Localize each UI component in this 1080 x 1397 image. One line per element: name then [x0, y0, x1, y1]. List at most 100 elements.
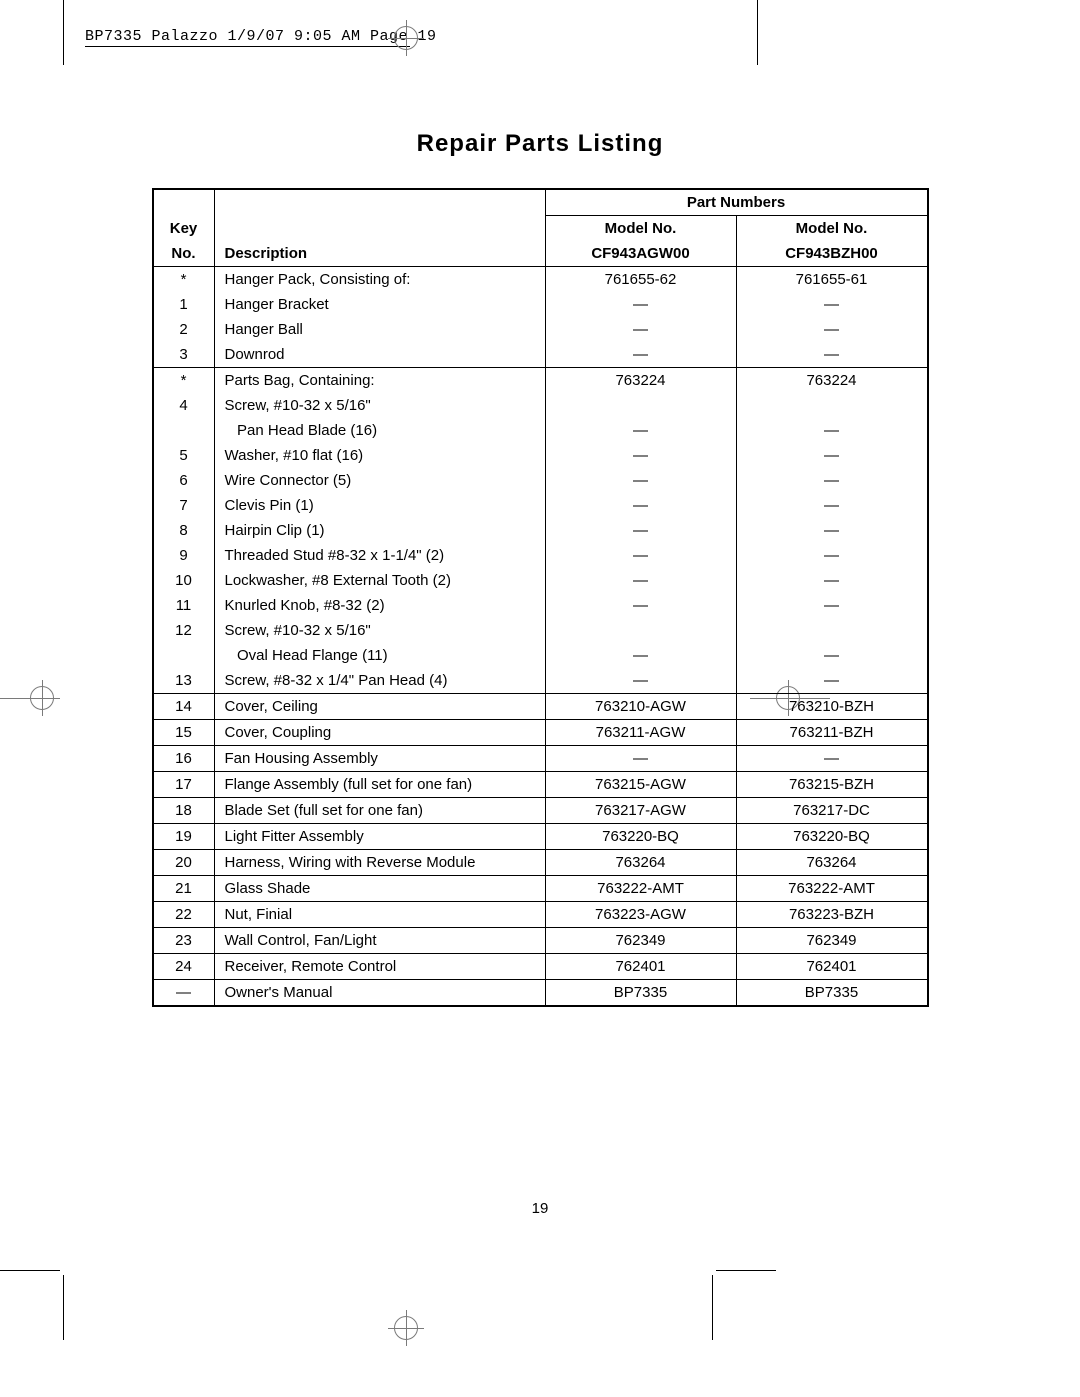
- table-row: 2Hanger Ball——: [153, 317, 928, 342]
- cell-part2: —: [736, 493, 928, 518]
- table-row: 8Hairpin Clip (1)——: [153, 518, 928, 543]
- cell-part1: —: [545, 746, 736, 772]
- parts-table: Part Numbers Key Model No. Model No. No.: [152, 188, 929, 1007]
- cell-key: 14: [153, 694, 215, 720]
- cell-key: 1: [153, 292, 215, 317]
- cell-description: Light Fitter Assembly: [214, 824, 545, 850]
- cell-part2: [736, 618, 928, 643]
- cell-part2: 761655-61: [736, 267, 928, 293]
- table-row: *Hanger Pack, Consisting of:761655-62761…: [153, 267, 928, 293]
- cell-description: Hanger Pack, Consisting of:: [214, 267, 545, 293]
- page-content: Repair Parts Listing Part Numbers Key Mo…: [0, 130, 1080, 1007]
- cell-part2: —: [736, 643, 928, 668]
- cell-part2: —: [736, 317, 928, 342]
- table-row: 20Harness, Wiring with Reverse Module763…: [153, 850, 928, 876]
- header-desc: Description: [225, 245, 308, 262]
- cell-key: 10: [153, 568, 215, 593]
- cell-part1: BP7335: [545, 980, 736, 1007]
- cell-part2: 763217-DC: [736, 798, 928, 824]
- cell-part1: —: [545, 468, 736, 493]
- cell-part2: 763210-BZH: [736, 694, 928, 720]
- print-header: BP7335 Palazzo 1/9/07 9:05 AM Page 19: [85, 28, 437, 45]
- table-row: 9Threaded Stud #8-32 x 1-1/4" (2)——: [153, 543, 928, 568]
- cell-part1: —: [545, 493, 736, 518]
- table-row: 14Cover, Ceiling763210-AGW763210-BZH: [153, 694, 928, 720]
- table-body: *Hanger Pack, Consisting of:761655-62761…: [153, 267, 928, 1007]
- cell-part2: 762401: [736, 954, 928, 980]
- cell-key: 11: [153, 593, 215, 618]
- cell-key: 5: [153, 443, 215, 468]
- table-row: Pan Head Blade (16)——: [153, 418, 928, 443]
- table-row: 21Glass Shade763222-AMT763222-AMT: [153, 876, 928, 902]
- cell-part2: 763264: [736, 850, 928, 876]
- cell-key: [153, 643, 215, 668]
- cell-part1: —: [545, 593, 736, 618]
- cell-part1: —: [545, 292, 736, 317]
- cell-part2: —: [736, 668, 928, 694]
- cell-part2: —: [736, 292, 928, 317]
- cell-part2: BP7335: [736, 980, 928, 1007]
- cell-description: Downrod: [214, 342, 545, 368]
- crop-mark: [0, 1270, 60, 1271]
- crop-mark: [716, 1270, 776, 1271]
- cell-description: Screw, #8-32 x 1/4" Pan Head (4): [214, 668, 545, 694]
- cell-part1: —: [545, 443, 736, 468]
- table-row: Oval Head Flange (11)——: [153, 643, 928, 668]
- cell-part2: 763220-BQ: [736, 824, 928, 850]
- cell-key: —: [153, 980, 215, 1007]
- cell-part1: 763211-AGW: [545, 720, 736, 746]
- cell-description: Nut, Finial: [214, 902, 545, 928]
- cell-part1: [545, 618, 736, 643]
- cell-description: Hanger Bracket: [214, 292, 545, 317]
- cell-key: 15: [153, 720, 215, 746]
- cell-part2: 763215-BZH: [736, 772, 928, 798]
- table-row: 5Washer, #10 flat (16)——: [153, 443, 928, 468]
- table-row: 13Screw, #8-32 x 1/4" Pan Head (4)——: [153, 668, 928, 694]
- cell-description: Cover, Coupling: [214, 720, 545, 746]
- cell-key: 17: [153, 772, 215, 798]
- cell-part2: 763224: [736, 368, 928, 394]
- cell-key: 12: [153, 618, 215, 643]
- cell-part1: 763217-AGW: [545, 798, 736, 824]
- crop-mark: [63, 0, 64, 65]
- cell-part1: 761655-62: [545, 267, 736, 293]
- table-row: 7Clevis Pin (1)——: [153, 493, 928, 518]
- cell-key: 3: [153, 342, 215, 368]
- cell-key: 23: [153, 928, 215, 954]
- cell-part1: 762401: [545, 954, 736, 980]
- cell-key: 16: [153, 746, 215, 772]
- table-row: 18Blade Set (full set for one fan)763217…: [153, 798, 928, 824]
- cell-key: 18: [153, 798, 215, 824]
- cell-description: Threaded Stud #8-32 x 1-1/4" (2): [214, 543, 545, 568]
- cell-key: 24: [153, 954, 215, 980]
- cell-key: 7: [153, 493, 215, 518]
- crop-mark: [388, 38, 424, 39]
- header-model1-line1: Model No.: [605, 220, 677, 237]
- table-row: 23Wall Control, Fan/Light762349762349: [153, 928, 928, 954]
- cell-part1: —: [545, 643, 736, 668]
- table-row: *Parts Bag, Containing:763224763224: [153, 368, 928, 394]
- crop-mark: [406, 1310, 407, 1346]
- table-row: 10Lockwasher, #8 External Tooth (2)——: [153, 568, 928, 593]
- cell-description: Screw, #10-32 x 5/16": [214, 618, 545, 643]
- header-model2-line2: CF943BZH00: [785, 245, 878, 262]
- table-row: 24Receiver, Remote Control762401762401: [153, 954, 928, 980]
- cell-part2: 763222-AMT: [736, 876, 928, 902]
- cell-key: 9: [153, 543, 215, 568]
- cell-key: 6: [153, 468, 215, 493]
- cell-key: 4: [153, 393, 215, 418]
- cell-part1: 763215-AGW: [545, 772, 736, 798]
- cell-description: Screw, #10-32 x 5/16": [214, 393, 545, 418]
- table-row: 12Screw, #10-32 x 5/16": [153, 618, 928, 643]
- cell-description: Pan Head Blade (16): [214, 418, 545, 443]
- cell-description: Oval Head Flange (11): [214, 643, 545, 668]
- header-model2-line1: Model No.: [796, 220, 868, 237]
- cell-description: Glass Shade: [214, 876, 545, 902]
- table-row: 6Wire Connector (5)——: [153, 468, 928, 493]
- cell-part1: [545, 393, 736, 418]
- table-header: Part Numbers Key Model No. Model No. No.: [153, 189, 928, 267]
- cell-part2: [736, 393, 928, 418]
- cell-description: Flange Assembly (full set for one fan): [214, 772, 545, 798]
- header-key-line1: Key: [170, 220, 198, 237]
- cell-part1: 762349: [545, 928, 736, 954]
